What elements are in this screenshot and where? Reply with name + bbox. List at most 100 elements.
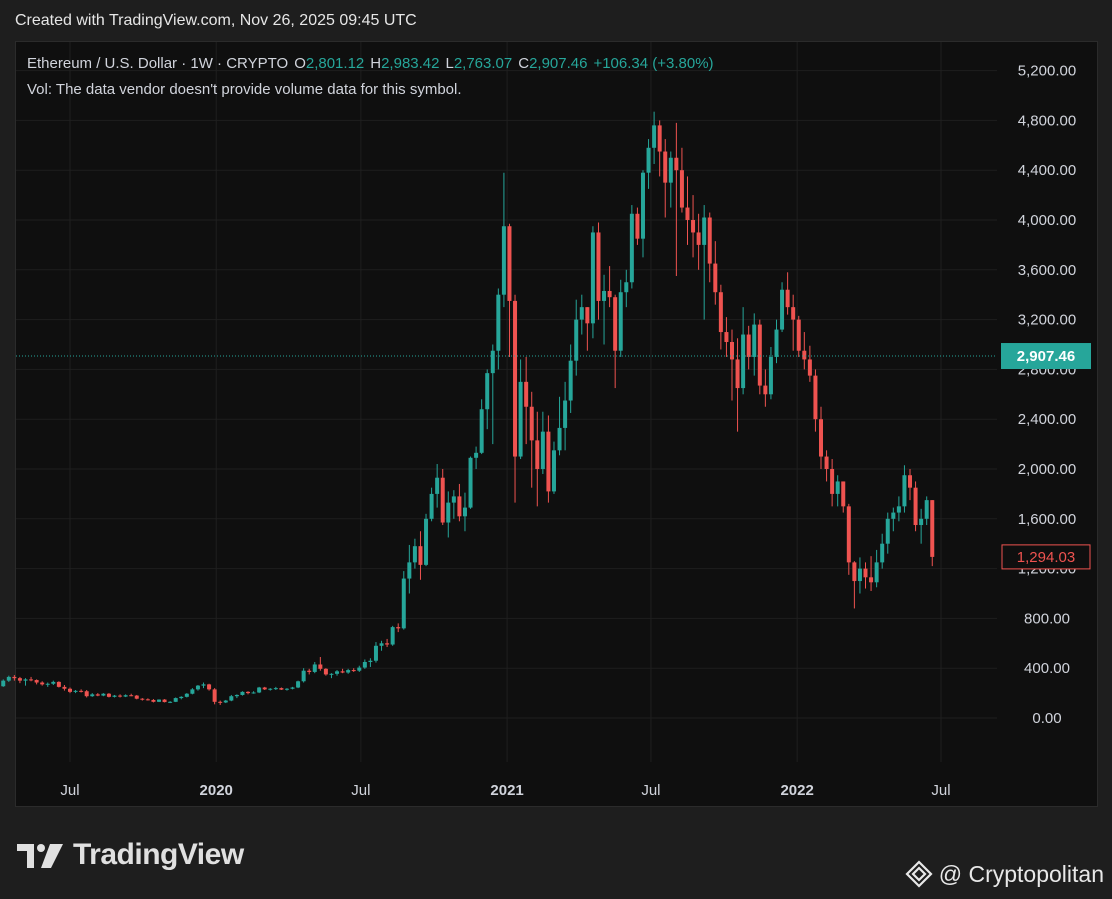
candle[interactable] <box>84 689 89 698</box>
candle[interactable] <box>296 680 301 689</box>
candle[interactable] <box>529 391 534 488</box>
candle[interactable] <box>863 562 868 589</box>
candle[interactable] <box>190 688 195 695</box>
candle[interactable] <box>763 369 768 407</box>
candle[interactable] <box>240 691 245 696</box>
candle[interactable] <box>68 687 72 694</box>
candle[interactable] <box>284 688 289 691</box>
candle[interactable] <box>95 693 100 697</box>
candle[interactable] <box>23 678 28 686</box>
candle[interactable] <box>846 503 851 575</box>
candle[interactable] <box>596 222 601 320</box>
candle[interactable] <box>919 508 924 544</box>
candle[interactable] <box>557 396 562 456</box>
candle[interactable] <box>468 456 473 509</box>
candle[interactable] <box>796 315 801 357</box>
candle[interactable] <box>702 205 707 320</box>
candle[interactable] <box>663 139 668 218</box>
candle[interactable] <box>607 266 612 308</box>
candle[interactable] <box>707 212 712 283</box>
candle[interactable] <box>207 683 212 691</box>
candle[interactable] <box>791 294 796 351</box>
candle[interactable] <box>6 675 11 682</box>
candle[interactable] <box>435 464 440 508</box>
candle[interactable] <box>546 415 551 503</box>
candle[interactable] <box>201 682 206 689</box>
candle[interactable] <box>585 307 590 351</box>
candle[interactable] <box>173 697 178 703</box>
candle[interactable] <box>51 680 56 686</box>
candle[interactable] <box>440 469 445 526</box>
candle[interactable] <box>90 693 95 697</box>
candle[interactable] <box>318 656 323 671</box>
candle[interactable] <box>73 689 78 694</box>
candle[interactable] <box>674 122 679 277</box>
candle[interactable] <box>412 538 417 569</box>
candle[interactable] <box>79 689 84 693</box>
candle[interactable] <box>757 319 762 395</box>
candle[interactable] <box>457 483 462 522</box>
candle[interactable] <box>785 272 790 315</box>
candle[interactable] <box>768 346 773 400</box>
candle[interactable] <box>101 693 106 697</box>
y-axis[interactable]: 0.00400.00800.001,200.001,600.002,000.00… <box>1018 63 1076 727</box>
candle[interactable] <box>362 659 367 669</box>
candle[interactable] <box>424 513 429 567</box>
candle[interactable] <box>40 681 45 686</box>
candle[interactable] <box>551 441 556 494</box>
candle[interactable] <box>479 399 484 455</box>
candle[interactable] <box>652 111 657 164</box>
candle[interactable] <box>618 279 623 357</box>
candle[interactable] <box>429 487 434 522</box>
candle[interactable] <box>335 670 340 676</box>
candle[interactable] <box>485 369 490 430</box>
candle[interactable] <box>869 556 874 592</box>
candle[interactable] <box>857 557 862 594</box>
candle[interactable] <box>718 284 723 350</box>
candle[interactable] <box>373 642 378 663</box>
candle[interactable] <box>273 686 278 690</box>
candle[interactable] <box>813 369 818 432</box>
candle[interactable] <box>17 676 22 684</box>
candle[interactable] <box>896 496 901 522</box>
candle[interactable] <box>602 274 607 345</box>
candle[interactable] <box>112 694 117 698</box>
candle[interactable] <box>613 294 618 389</box>
candle[interactable] <box>507 223 512 357</box>
candle[interactable] <box>307 668 312 675</box>
candle[interactable] <box>251 691 256 694</box>
candle[interactable] <box>451 490 456 519</box>
candle[interactable] <box>535 411 540 507</box>
candle[interactable] <box>462 492 467 532</box>
candle[interactable] <box>729 329 734 401</box>
candle[interactable] <box>385 638 390 648</box>
candle[interactable] <box>724 317 729 357</box>
candle[interactable] <box>841 481 846 513</box>
candle[interactable] <box>212 688 217 705</box>
candle[interactable] <box>218 700 223 705</box>
chart-panel[interactable] <box>15 41 1098 807</box>
candle[interactable] <box>268 688 273 691</box>
candle[interactable] <box>340 668 345 674</box>
candle[interactable] <box>290 686 295 690</box>
candle[interactable] <box>474 446 479 469</box>
candle[interactable] <box>29 676 34 682</box>
candle[interactable] <box>56 681 61 688</box>
candle[interactable] <box>741 307 746 395</box>
candle[interactable] <box>540 411 545 474</box>
candle[interactable] <box>368 658 373 667</box>
candle[interactable] <box>329 673 334 679</box>
candle[interactable] <box>930 500 935 567</box>
candle[interactable] <box>301 668 306 683</box>
candle[interactable] <box>735 338 740 432</box>
candle[interactable] <box>262 686 267 690</box>
candle[interactable] <box>780 282 785 333</box>
candle[interactable] <box>696 213 701 270</box>
candle[interactable] <box>818 406 823 469</box>
candle[interactable] <box>346 668 351 674</box>
candle[interactable] <box>908 469 913 501</box>
candle[interactable] <box>351 668 356 672</box>
candle[interactable] <box>106 693 111 698</box>
candle[interactable] <box>129 693 134 697</box>
